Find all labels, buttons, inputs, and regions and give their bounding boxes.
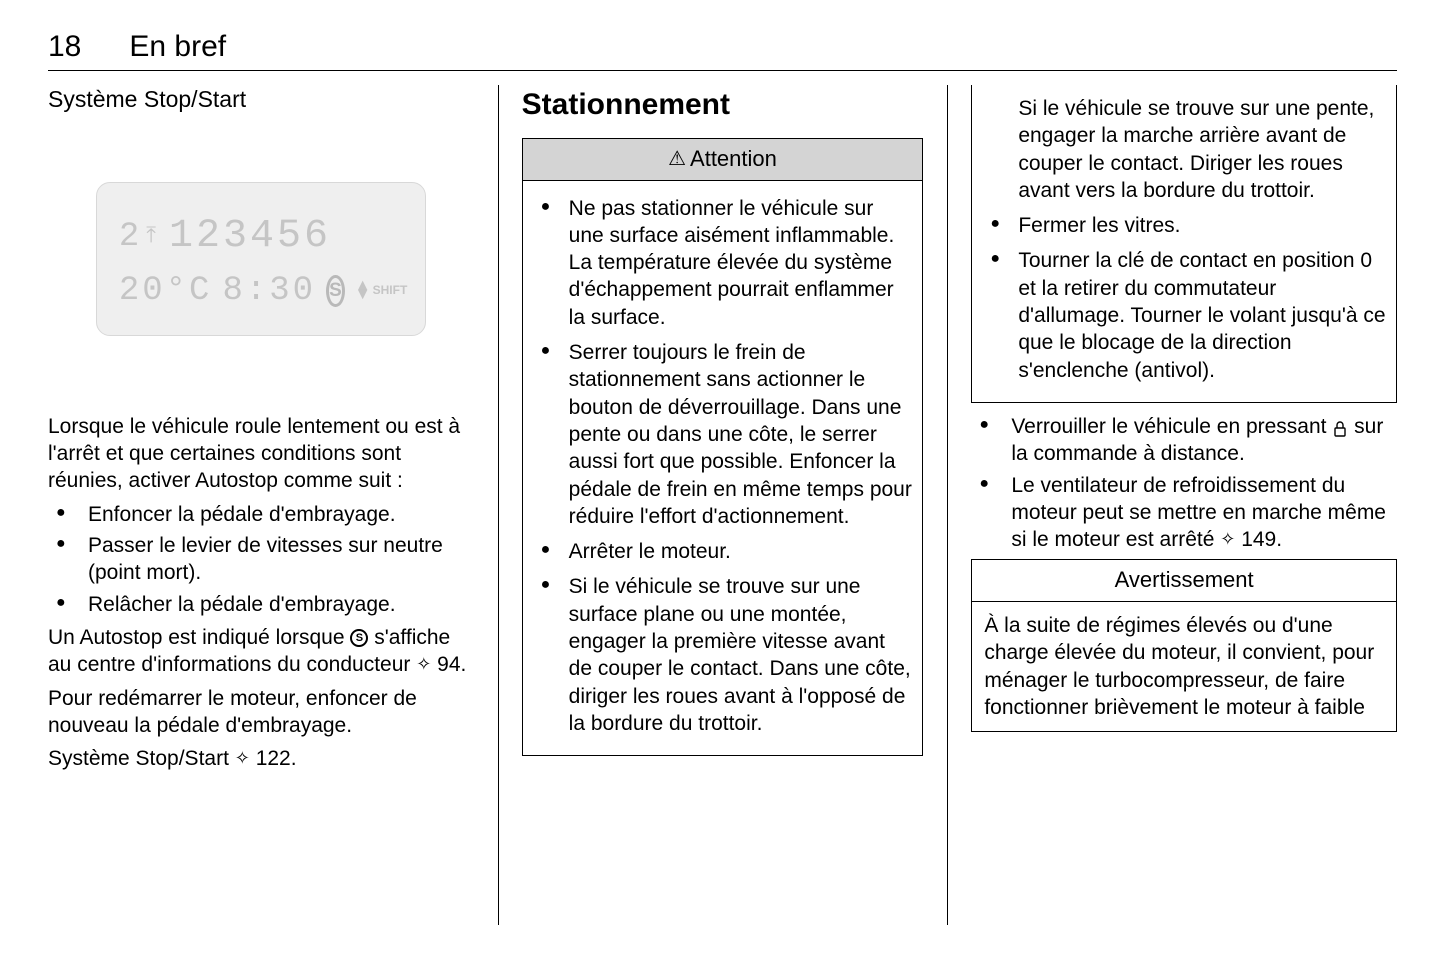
bullet-list: Ne pas stationner le véhicule sur une su… [529, 195, 913, 738]
warning-label: Avertissement [1115, 566, 1254, 595]
lcd-shift-indicator: ▲▼ SHIFT [355, 282, 408, 300]
list-item: Arrêter le moteur. [529, 538, 913, 565]
warning-callout: Avertissement À la suite de régimes élev… [971, 559, 1397, 732]
column-1: Système Stop/Start 2⤒ 123456 20°C 8:30 S [48, 85, 498, 935]
list-item: Serrer toujours le frein de stationnemen… [529, 339, 913, 530]
chapter-title: En bref [129, 30, 226, 64]
list-item: Tourner la clé de contact en position 0 … [978, 247, 1386, 383]
page-ref-number: 94. [437, 653, 466, 676]
warning-triangle-icon: ⚠ [668, 149, 686, 169]
attention-header: ⚠Attention [523, 139, 923, 181]
autostop-icon: S [350, 629, 368, 647]
lcd-row-bottom: 20°C 8:30 S ▲▼ SHIFT [119, 269, 403, 313]
columns-container: Système Stop/Start 2⤒ 123456 20°C 8:30 S [48, 85, 1397, 935]
column-3: Si le véhicule se trouve sur une pente, … [947, 85, 1397, 935]
lcd-temperature: 20°C [119, 269, 213, 313]
section-heading-parking: Stationnement [522, 85, 924, 124]
list-item: Passer le levier de vitesses sur neutre … [48, 532, 474, 587]
shift-arrows-icon: ▲▼ [355, 282, 371, 300]
page-ref-number: 122. [256, 747, 297, 770]
lcd-clock: 8:30 [222, 269, 316, 313]
lcd-gear-value: 2 [119, 215, 142, 259]
list-item: Relâcher la pédale d'embrayage. [48, 591, 474, 618]
column-separator [498, 85, 499, 925]
attention-body: Ne pas stationner le véhicule sur une su… [523, 181, 923, 756]
lcd-autostop-icon: S [326, 275, 345, 307]
paragraph: Lorsque le véhicule roule lentement ou e… [48, 413, 474, 495]
subheading-stop-start: Système Stop/Start [48, 85, 474, 115]
list-item: Enfoncer la pédale d'embrayage. [48, 501, 474, 528]
page-ref-icon: ✧ [235, 749, 250, 767]
page-ref-number: 149. [1241, 528, 1282, 551]
page-ref-icon: ✧ [1220, 530, 1235, 548]
warning-header: Avertissement [972, 560, 1396, 602]
page-ref-icon: ✧ [416, 655, 431, 673]
attention-label: Attention [690, 145, 777, 174]
bullet-list: Verrouiller le véhicule en pressant sur … [971, 413, 1397, 553]
text-fragment: Verrouiller le véhicule en pressant [1011, 415, 1332, 438]
lcd-panel: 2⤒ 123456 20°C 8:30 S ▲▼ SHIFT [96, 182, 426, 336]
lcd-row-top: 2⤒ 123456 [119, 211, 403, 263]
text-fragment: Un Autostop est indiqué lorsque [48, 626, 350, 649]
list-item: Verrouiller le véhicule en pressant sur … [971, 413, 1397, 468]
page-number: 18 [48, 30, 81, 64]
column-separator [947, 85, 948, 925]
bullet-list: Fermer les vitres. Tourner la clé de con… [978, 212, 1386, 384]
manual-page: 18 En bref Système Stop/Start 2⤒ 123456 … [0, 0, 1445, 965]
text-fragment: Le ventilateur de refroidissement du mot… [1011, 474, 1386, 552]
list-item: Si le véhicule se trouve sur une surface… [529, 573, 913, 737]
text-fragment: Système Stop/Start [48, 747, 235, 770]
lcd-odometer: 123456 [169, 211, 331, 263]
list-item: Ne pas stationner le véhicule sur une su… [529, 195, 913, 331]
paragraph: Un Autostop est indiqué lorsque S s'affi… [48, 624, 474, 679]
paragraph: Système Stop/Start ✧ 122. [48, 745, 474, 772]
bullet-list: Enfoncer la pédale d'embrayage. Passer l… [48, 501, 474, 618]
paragraph: Pour redémarrer le moteur, enfoncer de n… [48, 685, 474, 740]
column-2: Stationnement ⚠Attention Ne pas stationn… [498, 85, 948, 935]
attention-callout: ⚠Attention Ne pas stationner le véhicule… [522, 138, 924, 756]
page-header: 18 En bref [48, 30, 1397, 71]
lcd-shift-label: SHIFT [373, 283, 408, 299]
continuation-text: Si le véhicule se trouve sur une pente, … [978, 95, 1386, 204]
attention-body-continued: Si le véhicule se trouve sur une pente, … [972, 85, 1396, 402]
lcd-gear-indicator: 2⤒ [119, 215, 159, 259]
list-item: Fermer les vitres. [978, 212, 1386, 239]
lcd-illustration: 2⤒ 123456 20°C 8:30 S ▲▼ SHIFT [48, 129, 474, 389]
lock-icon [1332, 418, 1348, 436]
list-item: Le ventilateur de refroidissement du mot… [971, 472, 1397, 554]
attention-callout-continued: Si le véhicule se trouve sur une pente, … [971, 85, 1397, 403]
warning-body: À la suite de régimes élevés ou d'une ch… [972, 602, 1396, 731]
lcd-gear-arrow-icon: ⤒ [146, 223, 159, 252]
